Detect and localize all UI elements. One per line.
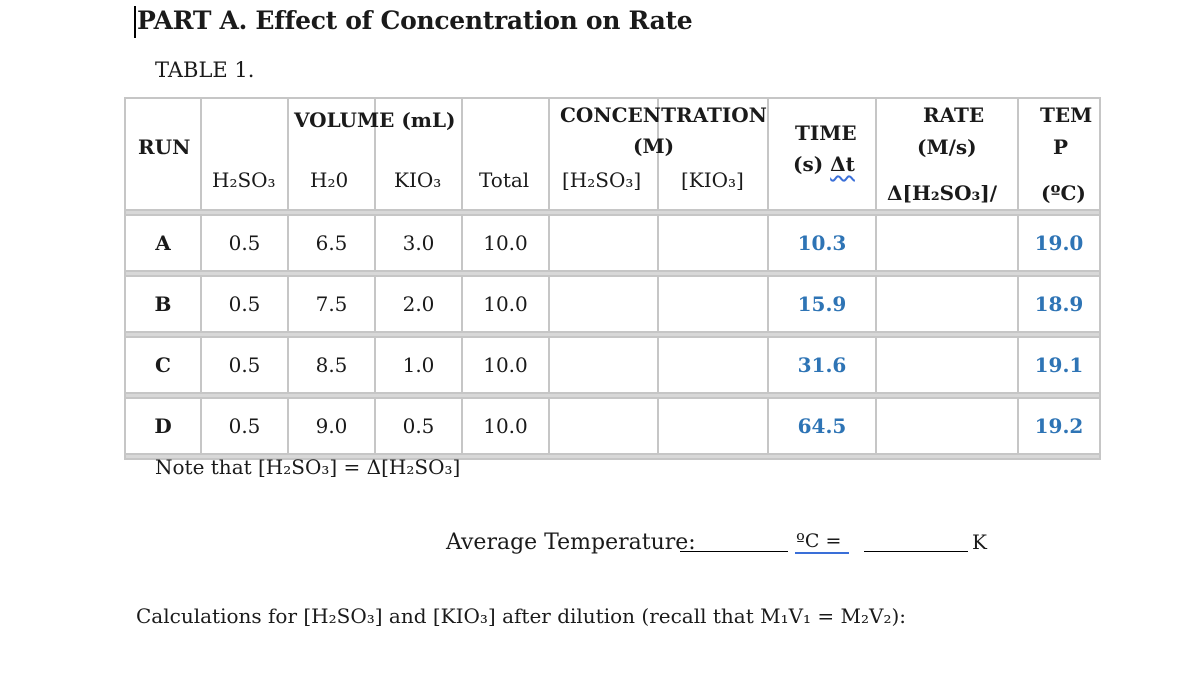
cell-vol-h2so3: 0.5 (200, 275, 289, 333)
average-temperature-label: Average Temperature: (446, 530, 696, 555)
header-conc-kio3: [KIO₃] (657, 97, 769, 211)
text-cursor (134, 6, 136, 38)
header-conc-h2so3-label: [H₂SO₃] (562, 168, 642, 192)
cell-vol-kio3: 0.5 (374, 397, 463, 455)
header-time: TIME (s) Δt (767, 97, 877, 211)
header-vol-h2o: H₂0 (287, 97, 376, 211)
cell-vol-total: 10.0 (461, 397, 550, 455)
cell-vol-h2o: 8.5 (287, 336, 376, 394)
cell-run: A (124, 214, 202, 272)
header-run: RUN (124, 97, 202, 211)
header-temp-line1: TEM (1040, 103, 1093, 127)
cell-conc-h2so3[interactable] (548, 214, 659, 272)
cell-vol-kio3: 1.0 (374, 336, 463, 394)
calculations-prompt: Calculations for [H₂SO₃] and [KIO₃] afte… (136, 604, 907, 628)
header-time-line2: (s) Δt (793, 152, 855, 176)
header-vol-kio3-label: KIO₃ (394, 168, 442, 192)
cell-run: C (124, 336, 202, 394)
cell-vol-h2o: 7.5 (287, 275, 376, 333)
header-time-symbol: Δt (830, 152, 855, 176)
header-conc-h2so3: CONCENTRATION (M) [H₂SO₃] (548, 97, 767, 211)
cell-conc-kio3[interactable] (657, 275, 769, 333)
header-rate: RATE (M/s) Δ[H₂SO₃]/ (875, 97, 1019, 211)
cell-temp: 19.0 (1017, 214, 1101, 272)
data-table: RUN VOLUME (mL) H₂SO₃ H₂0 KIO₃ Total CON… (124, 97, 1101, 460)
cell-run: D (124, 397, 202, 455)
cell-conc-kio3[interactable] (657, 214, 769, 272)
kelvin-unit: K (972, 530, 987, 554)
row-separator (124, 392, 1101, 399)
table-label: TABLE 1. (155, 58, 255, 82)
row-separator (124, 270, 1101, 277)
header-vol-h2so3-label: H₂SO₃ (212, 168, 276, 192)
cell-run: B (124, 275, 202, 333)
table-row: C 0.5 8.5 1.0 10.0 31.6 19.1 (124, 336, 1101, 394)
cell-time: 15.9 (767, 275, 877, 333)
cell-rate[interactable] (875, 214, 1019, 272)
cell-time: 31.6 (767, 336, 877, 394)
header-vol-h2so3: VOLUME (mL) H₂SO₃ (200, 97, 456, 211)
cell-vol-h2o: 6.5 (287, 214, 376, 272)
row-separator (124, 453, 1101, 460)
table-row: B 0.5 7.5 2.0 10.0 15.9 18.9 (124, 275, 1101, 333)
page-title: PART A. Effect of Concentration on Rate (137, 6, 693, 35)
cell-rate[interactable] (875, 397, 1019, 455)
cell-time: 64.5 (767, 397, 877, 455)
header-time-prefix: (s) (793, 152, 831, 176)
table-note: Note that [H₂SO₃] = Δ[H₂SO₃] (155, 455, 461, 479)
spellcheck-underline (795, 552, 849, 554)
header-vol-h2o-label: H₂0 (310, 168, 349, 192)
cell-conc-h2so3[interactable] (548, 336, 659, 394)
cell-vol-total: 10.0 (461, 214, 550, 272)
cell-vol-h2o: 9.0 (287, 397, 376, 455)
row-separator (124, 331, 1101, 338)
cell-vol-h2so3: 0.5 (200, 336, 289, 394)
header-vol-total-label: Total (479, 168, 530, 192)
header-rate-line2: (M/s) (917, 135, 977, 159)
cell-vol-kio3: 2.0 (374, 275, 463, 333)
cell-vol-h2so3: 0.5 (200, 397, 289, 455)
table-row: A 0.5 6.5 3.0 10.0 10.3 19.0 (124, 214, 1101, 272)
celsius-unit: ºC = (796, 530, 842, 552)
header-vol-total: Total (461, 97, 550, 211)
header-rate-line3: Δ[H₂SO₃]/ (887, 181, 998, 205)
cell-vol-kio3: 3.0 (374, 214, 463, 272)
cell-conc-h2so3[interactable] (548, 397, 659, 455)
header-temp-line3: (ºC) (1041, 181, 1086, 205)
cell-temp: 19.1 (1017, 336, 1101, 394)
cell-vol-total: 10.0 (461, 275, 550, 333)
cell-vol-total: 10.0 (461, 336, 550, 394)
cell-vol-h2so3: 0.5 (200, 214, 289, 272)
cell-time: 10.3 (767, 214, 877, 272)
header-rate-line1: RATE (923, 103, 985, 127)
celsius-blank-line[interactable] (680, 551, 788, 552)
cell-rate[interactable] (875, 275, 1019, 333)
row-separator (124, 209, 1101, 216)
cell-rate[interactable] (875, 336, 1019, 394)
table-row: D 0.5 9.0 0.5 10.0 64.5 19.2 (124, 397, 1101, 455)
header-conc-kio3-label: [KIO₃] (681, 168, 744, 192)
cell-temp: 18.9 (1017, 275, 1101, 333)
cell-temp: 19.2 (1017, 397, 1101, 455)
cell-conc-kio3[interactable] (657, 336, 769, 394)
header-vol-kio3: KIO₃ (374, 97, 463, 211)
cell-conc-kio3[interactable] (657, 397, 769, 455)
cell-conc-h2so3[interactable] (548, 275, 659, 333)
header-run-label: RUN (138, 135, 191, 159)
header-temp-line2: P (1053, 135, 1069, 159)
table-header-row: RUN VOLUME (mL) H₂SO₃ H₂0 KIO₃ Total CON… (124, 97, 1101, 211)
kelvin-blank-line[interactable] (864, 551, 968, 552)
header-time-line1: TIME (795, 121, 857, 145)
header-temp: TEM P (ºC) (1017, 97, 1101, 211)
